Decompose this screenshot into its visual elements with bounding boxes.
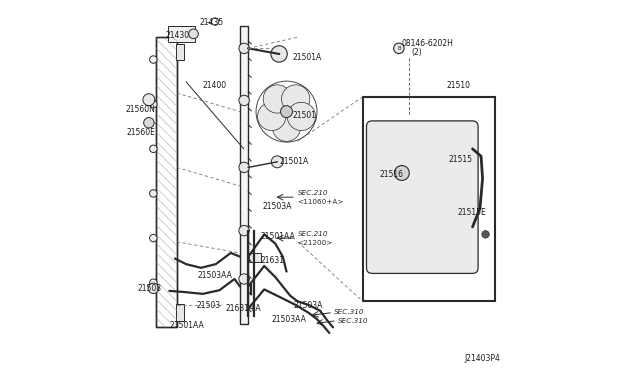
Circle shape bbox=[394, 43, 404, 54]
Circle shape bbox=[150, 279, 157, 286]
Text: B: B bbox=[397, 46, 401, 51]
Circle shape bbox=[150, 56, 157, 63]
Circle shape bbox=[239, 225, 250, 236]
Text: 21501A: 21501A bbox=[279, 157, 308, 166]
FancyBboxPatch shape bbox=[176, 304, 184, 321]
Text: SEC.210: SEC.210 bbox=[298, 231, 328, 237]
Text: 21560N: 21560N bbox=[125, 105, 156, 114]
Bar bbox=[240, 26, 248, 324]
Circle shape bbox=[271, 46, 287, 62]
FancyBboxPatch shape bbox=[176, 44, 184, 60]
Circle shape bbox=[189, 29, 198, 39]
Bar bbox=[363, 97, 495, 301]
Text: 21631: 21631 bbox=[260, 256, 285, 265]
Text: <21200>: <21200> bbox=[298, 240, 333, 246]
Text: <11060+A>: <11060+A> bbox=[298, 199, 344, 205]
Text: 21515E: 21515E bbox=[458, 208, 486, 217]
Text: 21508: 21508 bbox=[138, 284, 162, 293]
Circle shape bbox=[143, 94, 155, 106]
Circle shape bbox=[150, 234, 157, 242]
Circle shape bbox=[282, 85, 310, 113]
Circle shape bbox=[287, 102, 316, 131]
Text: SEC.310: SEC.310 bbox=[334, 310, 365, 315]
Text: 21501: 21501 bbox=[292, 111, 316, 120]
Bar bbox=[156, 37, 177, 327]
Text: 21501A: 21501A bbox=[292, 53, 321, 62]
Circle shape bbox=[482, 231, 489, 238]
Text: 21516: 21516 bbox=[380, 170, 404, 179]
Circle shape bbox=[273, 113, 301, 141]
Circle shape bbox=[280, 106, 292, 118]
Circle shape bbox=[239, 43, 250, 54]
Text: 21503: 21503 bbox=[196, 301, 221, 310]
Text: 21503A: 21503A bbox=[262, 202, 292, 211]
Text: 21503AA: 21503AA bbox=[271, 315, 307, 324]
Text: (2): (2) bbox=[411, 48, 422, 57]
Text: J21403P4: J21403P4 bbox=[465, 354, 500, 363]
FancyBboxPatch shape bbox=[367, 121, 478, 273]
Text: SEC.310: SEC.310 bbox=[338, 318, 369, 324]
Text: 21400: 21400 bbox=[203, 81, 227, 90]
Text: 21515: 21515 bbox=[449, 155, 472, 164]
Text: 21503AA: 21503AA bbox=[197, 271, 232, 280]
Circle shape bbox=[271, 156, 283, 168]
Circle shape bbox=[239, 162, 250, 173]
FancyBboxPatch shape bbox=[168, 26, 195, 42]
Circle shape bbox=[257, 102, 286, 131]
Bar bbox=[249, 253, 261, 262]
Circle shape bbox=[148, 283, 159, 294]
Circle shape bbox=[239, 274, 250, 284]
Text: 21430: 21430 bbox=[166, 31, 189, 40]
Circle shape bbox=[394, 166, 410, 180]
Text: 21503A: 21503A bbox=[294, 301, 323, 310]
Text: 21560E: 21560E bbox=[126, 128, 156, 137]
Text: SEC.210: SEC.210 bbox=[298, 190, 328, 196]
Text: 21501AA: 21501AA bbox=[260, 232, 295, 241]
Bar bbox=[156, 37, 177, 327]
Circle shape bbox=[150, 100, 157, 108]
Circle shape bbox=[263, 85, 291, 113]
Text: 21510: 21510 bbox=[447, 81, 470, 90]
Text: 21631+A: 21631+A bbox=[225, 304, 260, 312]
Circle shape bbox=[150, 190, 157, 197]
Text: 21435: 21435 bbox=[199, 18, 223, 27]
Text: 08146-6202H: 08146-6202H bbox=[402, 39, 454, 48]
Circle shape bbox=[143, 118, 154, 128]
Circle shape bbox=[150, 145, 157, 153]
Text: 21501AA: 21501AA bbox=[170, 321, 204, 330]
Circle shape bbox=[239, 95, 250, 106]
